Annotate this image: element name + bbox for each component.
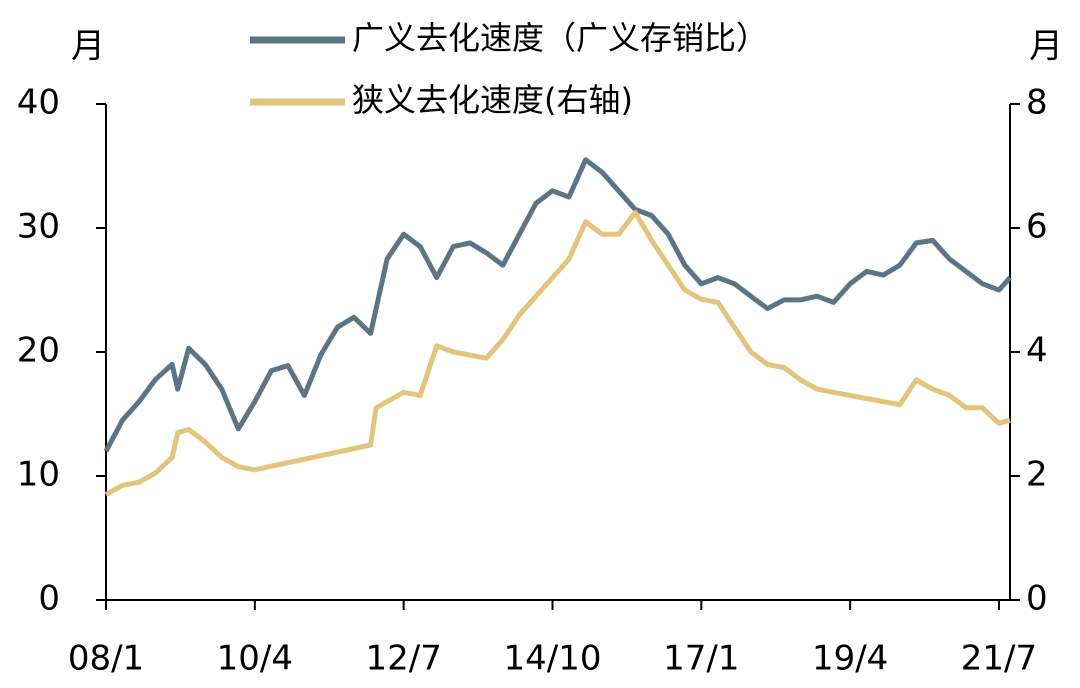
y-tick-label: 30 xyxy=(17,207,60,247)
series-line xyxy=(103,157,1012,453)
y-tick-label: 0 xyxy=(38,579,60,619)
x-tick-label: 17/1 xyxy=(663,639,739,679)
y-tick-label: 40 xyxy=(17,83,60,123)
y2-tick-label: 2 xyxy=(1026,455,1048,495)
legend: 广义去化速度（广义存销比） 狭义去化速度(右轴) xyxy=(250,19,768,119)
legend-label: 广义去化速度（广义存销比） xyxy=(352,19,768,57)
y2-tick-label: 0 xyxy=(1026,579,1048,619)
x-tick-label: 10/4 xyxy=(217,639,293,679)
x-tick-label: 12/7 xyxy=(365,639,441,679)
y-unit: 月 xyxy=(71,27,105,67)
y2-unit: 月 xyxy=(1029,27,1063,67)
y2-tick-label: 6 xyxy=(1026,207,1048,247)
y2-tick-label: 8 xyxy=(1026,83,1048,123)
legend-label: 狭义去化速度(右轴) xyxy=(352,81,633,119)
series-line xyxy=(104,210,1011,497)
x-tick-label: 21/7 xyxy=(961,639,1037,679)
y2-tick-label: 4 xyxy=(1026,331,1048,371)
x-tick-label: 19/4 xyxy=(812,639,888,679)
x-tick-label: 08/1 xyxy=(68,639,144,679)
y-tick-label: 20 xyxy=(17,331,60,371)
x-tick-label: 14/10 xyxy=(503,639,601,679)
y-tick-label: 10 xyxy=(17,455,60,495)
